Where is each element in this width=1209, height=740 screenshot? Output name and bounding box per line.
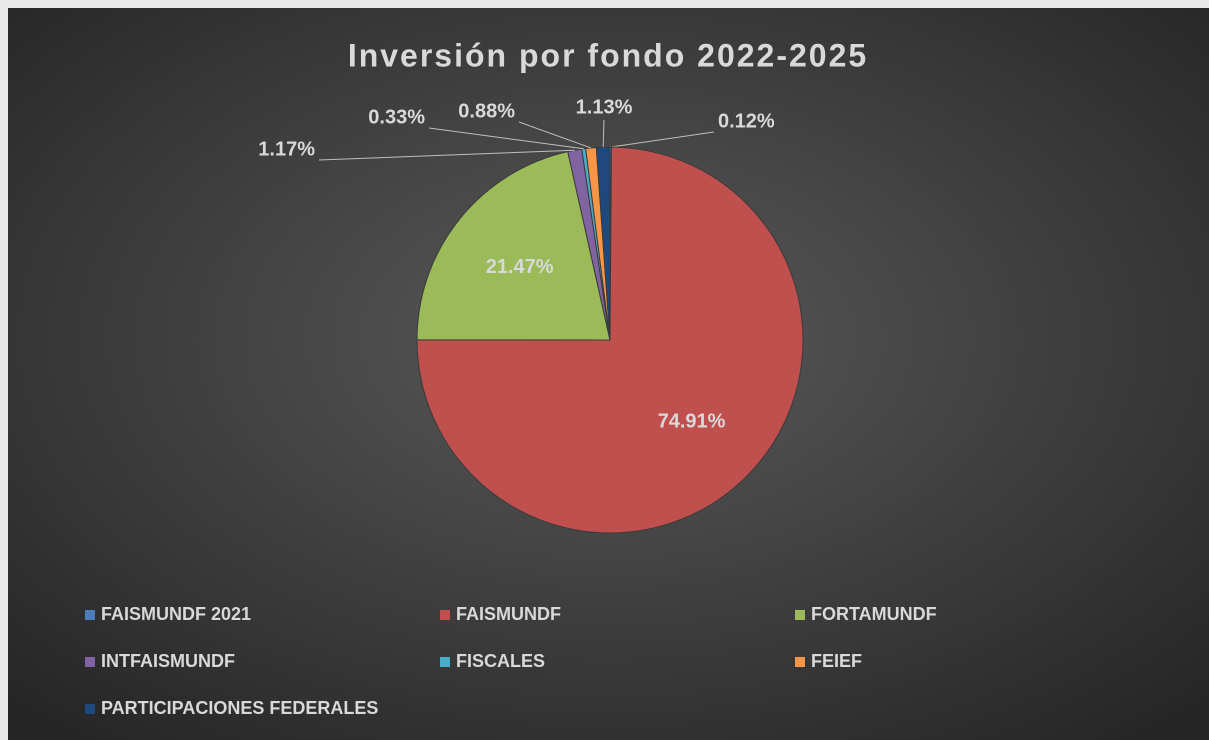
legend-marker bbox=[85, 657, 95, 667]
chart-title: Inversión por fondo 2022-2025 bbox=[348, 37, 868, 73]
pie-slice bbox=[416, 151, 611, 341]
legend-label: INTFAISMUNDF bbox=[101, 651, 235, 671]
legend-marker bbox=[795, 610, 805, 620]
legend-label: FORTAMUNDF bbox=[811, 604, 937, 624]
leader-line bbox=[318, 149, 575, 161]
data-label: 0.12% bbox=[718, 110, 775, 132]
legend-marker bbox=[85, 610, 95, 620]
legend-label: FAISMUNDF 2021 bbox=[101, 604, 251, 624]
legend-label: FEIEF bbox=[811, 651, 862, 671]
leader-line bbox=[610, 131, 715, 148]
data-label: 21.47% bbox=[486, 256, 554, 278]
data-label: 74.91% bbox=[658, 411, 726, 433]
legend-marker bbox=[440, 610, 450, 620]
data-label: 0.33% bbox=[368, 106, 425, 128]
data-label: 1.13% bbox=[576, 96, 633, 118]
leader-line bbox=[428, 127, 584, 150]
pie-slice bbox=[416, 146, 804, 534]
legend-label: FISCALES bbox=[456, 651, 545, 671]
legend-label: FAISMUNDF bbox=[456, 604, 561, 624]
legend-marker bbox=[795, 657, 805, 667]
legend-marker bbox=[85, 704, 95, 714]
legend-label: PARTICIPACIONES FEDERALES bbox=[101, 698, 378, 718]
data-label: 0.88% bbox=[458, 100, 515, 122]
legend-marker bbox=[440, 657, 450, 667]
leader-line bbox=[518, 121, 592, 149]
data-label: 1.17% bbox=[258, 138, 315, 160]
leader-line bbox=[602, 119, 605, 148]
